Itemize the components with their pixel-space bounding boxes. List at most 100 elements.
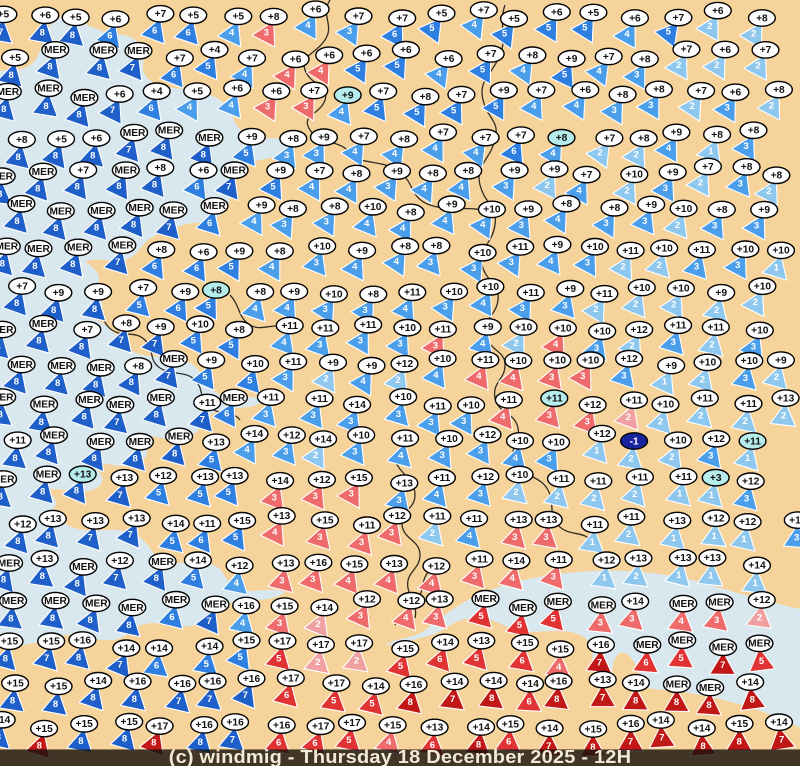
svg-text:3: 3 bbox=[461, 416, 466, 427]
svg-text:5: 5 bbox=[414, 107, 420, 118]
svg-text:+6: +6 bbox=[719, 45, 731, 56]
svg-text:3: 3 bbox=[585, 257, 590, 268]
svg-text:3: 3 bbox=[277, 618, 282, 629]
svg-text:8: 8 bbox=[129, 377, 134, 388]
svg-text:2: 2 bbox=[626, 412, 631, 423]
svg-text:8: 8 bbox=[0, 342, 1, 353]
svg-text:MER: MER bbox=[92, 46, 115, 57]
svg-text:7: 7 bbox=[720, 660, 725, 671]
svg-text:+12: +12 bbox=[389, 511, 407, 522]
svg-text:+8: +8 bbox=[287, 204, 299, 215]
svg-text:+14: +14 bbox=[150, 644, 168, 655]
svg-text:+14: +14 bbox=[201, 642, 219, 653]
svg-text:+7: +7 bbox=[515, 130, 527, 141]
svg-text:MER: MER bbox=[671, 636, 694, 647]
svg-text:7: 7 bbox=[200, 414, 205, 425]
svg-text:4: 4 bbox=[364, 218, 370, 229]
svg-text:2: 2 bbox=[707, 21, 712, 32]
svg-text:3: 3 bbox=[547, 410, 552, 421]
svg-text:+7: +7 bbox=[456, 90, 468, 101]
svg-text:+14: +14 bbox=[541, 724, 559, 735]
svg-text:+9: +9 bbox=[522, 204, 534, 215]
svg-text:6: 6 bbox=[392, 29, 397, 40]
svg-text:4: 4 bbox=[352, 146, 358, 157]
svg-text:8: 8 bbox=[161, 142, 166, 153]
svg-text:3: 3 bbox=[314, 258, 319, 269]
svg-text:+8: +8 bbox=[711, 130, 723, 141]
svg-text:+5: +5 bbox=[9, 53, 21, 64]
svg-text:3: 3 bbox=[283, 447, 288, 458]
svg-text:+9: +9 bbox=[274, 166, 286, 177]
svg-text:+10: +10 bbox=[364, 202, 382, 213]
svg-text:MER: MER bbox=[203, 201, 226, 212]
svg-text:8: 8 bbox=[47, 62, 52, 73]
svg-text:MER: MER bbox=[0, 172, 14, 183]
svg-text:3: 3 bbox=[551, 571, 556, 582]
svg-text:MER: MER bbox=[162, 205, 185, 216]
svg-text:+7: +7 bbox=[308, 86, 320, 97]
svg-text:+6: +6 bbox=[114, 89, 126, 100]
svg-text:+12: +12 bbox=[598, 556, 616, 567]
svg-text:+13: +13 bbox=[74, 470, 92, 481]
svg-text:8: 8 bbox=[43, 101, 48, 112]
svg-text:+6: +6 bbox=[198, 247, 210, 258]
svg-text:5: 5 bbox=[197, 489, 203, 500]
svg-text:4: 4 bbox=[480, 219, 486, 230]
svg-text:4: 4 bbox=[459, 182, 465, 193]
svg-text:8: 8 bbox=[92, 304, 97, 315]
svg-text:+5: +5 bbox=[187, 11, 199, 22]
svg-text:+16: +16 bbox=[226, 717, 244, 728]
svg-text:6: 6 bbox=[437, 654, 442, 665]
svg-text:+15: +15 bbox=[552, 645, 570, 656]
svg-text:3: 3 bbox=[264, 27, 269, 38]
svg-text:5: 5 bbox=[546, 22, 552, 33]
svg-text:8: 8 bbox=[46, 447, 51, 458]
svg-text:+11: +11 bbox=[466, 514, 483, 525]
svg-text:4: 4 bbox=[318, 66, 324, 77]
svg-text:+12: +12 bbox=[584, 400, 602, 411]
svg-text:2: 2 bbox=[698, 410, 703, 421]
svg-text:3: 3 bbox=[519, 220, 524, 231]
svg-text:4: 4 bbox=[251, 216, 257, 227]
svg-text:+7: +7 bbox=[314, 166, 326, 177]
svg-text:2: 2 bbox=[628, 453, 633, 464]
svg-text:+8: +8 bbox=[639, 54, 651, 65]
svg-text:+9: +9 bbox=[498, 86, 510, 97]
svg-text:+4: +4 bbox=[209, 45, 221, 56]
svg-text:+8: +8 bbox=[427, 169, 439, 180]
svg-text:+10: +10 bbox=[246, 359, 264, 370]
svg-text:5: 5 bbox=[398, 661, 404, 672]
svg-text:3: 3 bbox=[621, 371, 626, 382]
svg-text:+13: +13 bbox=[385, 559, 403, 570]
svg-text:3: 3 bbox=[279, 575, 284, 586]
svg-text:4: 4 bbox=[352, 261, 358, 272]
svg-text:+16: +16 bbox=[273, 720, 291, 731]
svg-text:2: 2 bbox=[753, 297, 758, 308]
svg-text:+8: +8 bbox=[431, 241, 443, 252]
svg-text:MER: MER bbox=[150, 393, 173, 404]
svg-text:3: 3 bbox=[440, 450, 445, 461]
svg-text:+16: +16 bbox=[129, 677, 147, 688]
svg-text:+8: +8 bbox=[741, 162, 753, 173]
svg-text:MER: MER bbox=[10, 199, 33, 210]
svg-text:7: 7 bbox=[207, 694, 212, 705]
svg-text:6: 6 bbox=[194, 182, 199, 193]
svg-text:+11: +11 bbox=[596, 289, 613, 300]
svg-text:2: 2 bbox=[555, 491, 560, 502]
svg-text:+16: +16 bbox=[243, 674, 261, 685]
svg-text:+11: +11 bbox=[397, 434, 414, 445]
svg-text:+7: +7 bbox=[16, 281, 28, 292]
svg-text:5: 5 bbox=[202, 372, 208, 383]
svg-text:+15: +15 bbox=[76, 719, 94, 730]
svg-text:+11: +11 bbox=[285, 357, 302, 368]
svg-text:+7: +7 bbox=[358, 132, 370, 143]
svg-text:+8: +8 bbox=[462, 166, 474, 177]
svg-text:+6: +6 bbox=[323, 51, 335, 62]
svg-text:6: 6 bbox=[175, 303, 180, 314]
svg-text:7: 7 bbox=[166, 371, 171, 382]
svg-text:+9: +9 bbox=[549, 164, 561, 175]
svg-text:+7: +7 bbox=[246, 53, 258, 64]
svg-text:+11: +11 bbox=[360, 320, 377, 331]
svg-text:+9: +9 bbox=[234, 246, 246, 257]
svg-text:+9: +9 bbox=[482, 322, 494, 333]
